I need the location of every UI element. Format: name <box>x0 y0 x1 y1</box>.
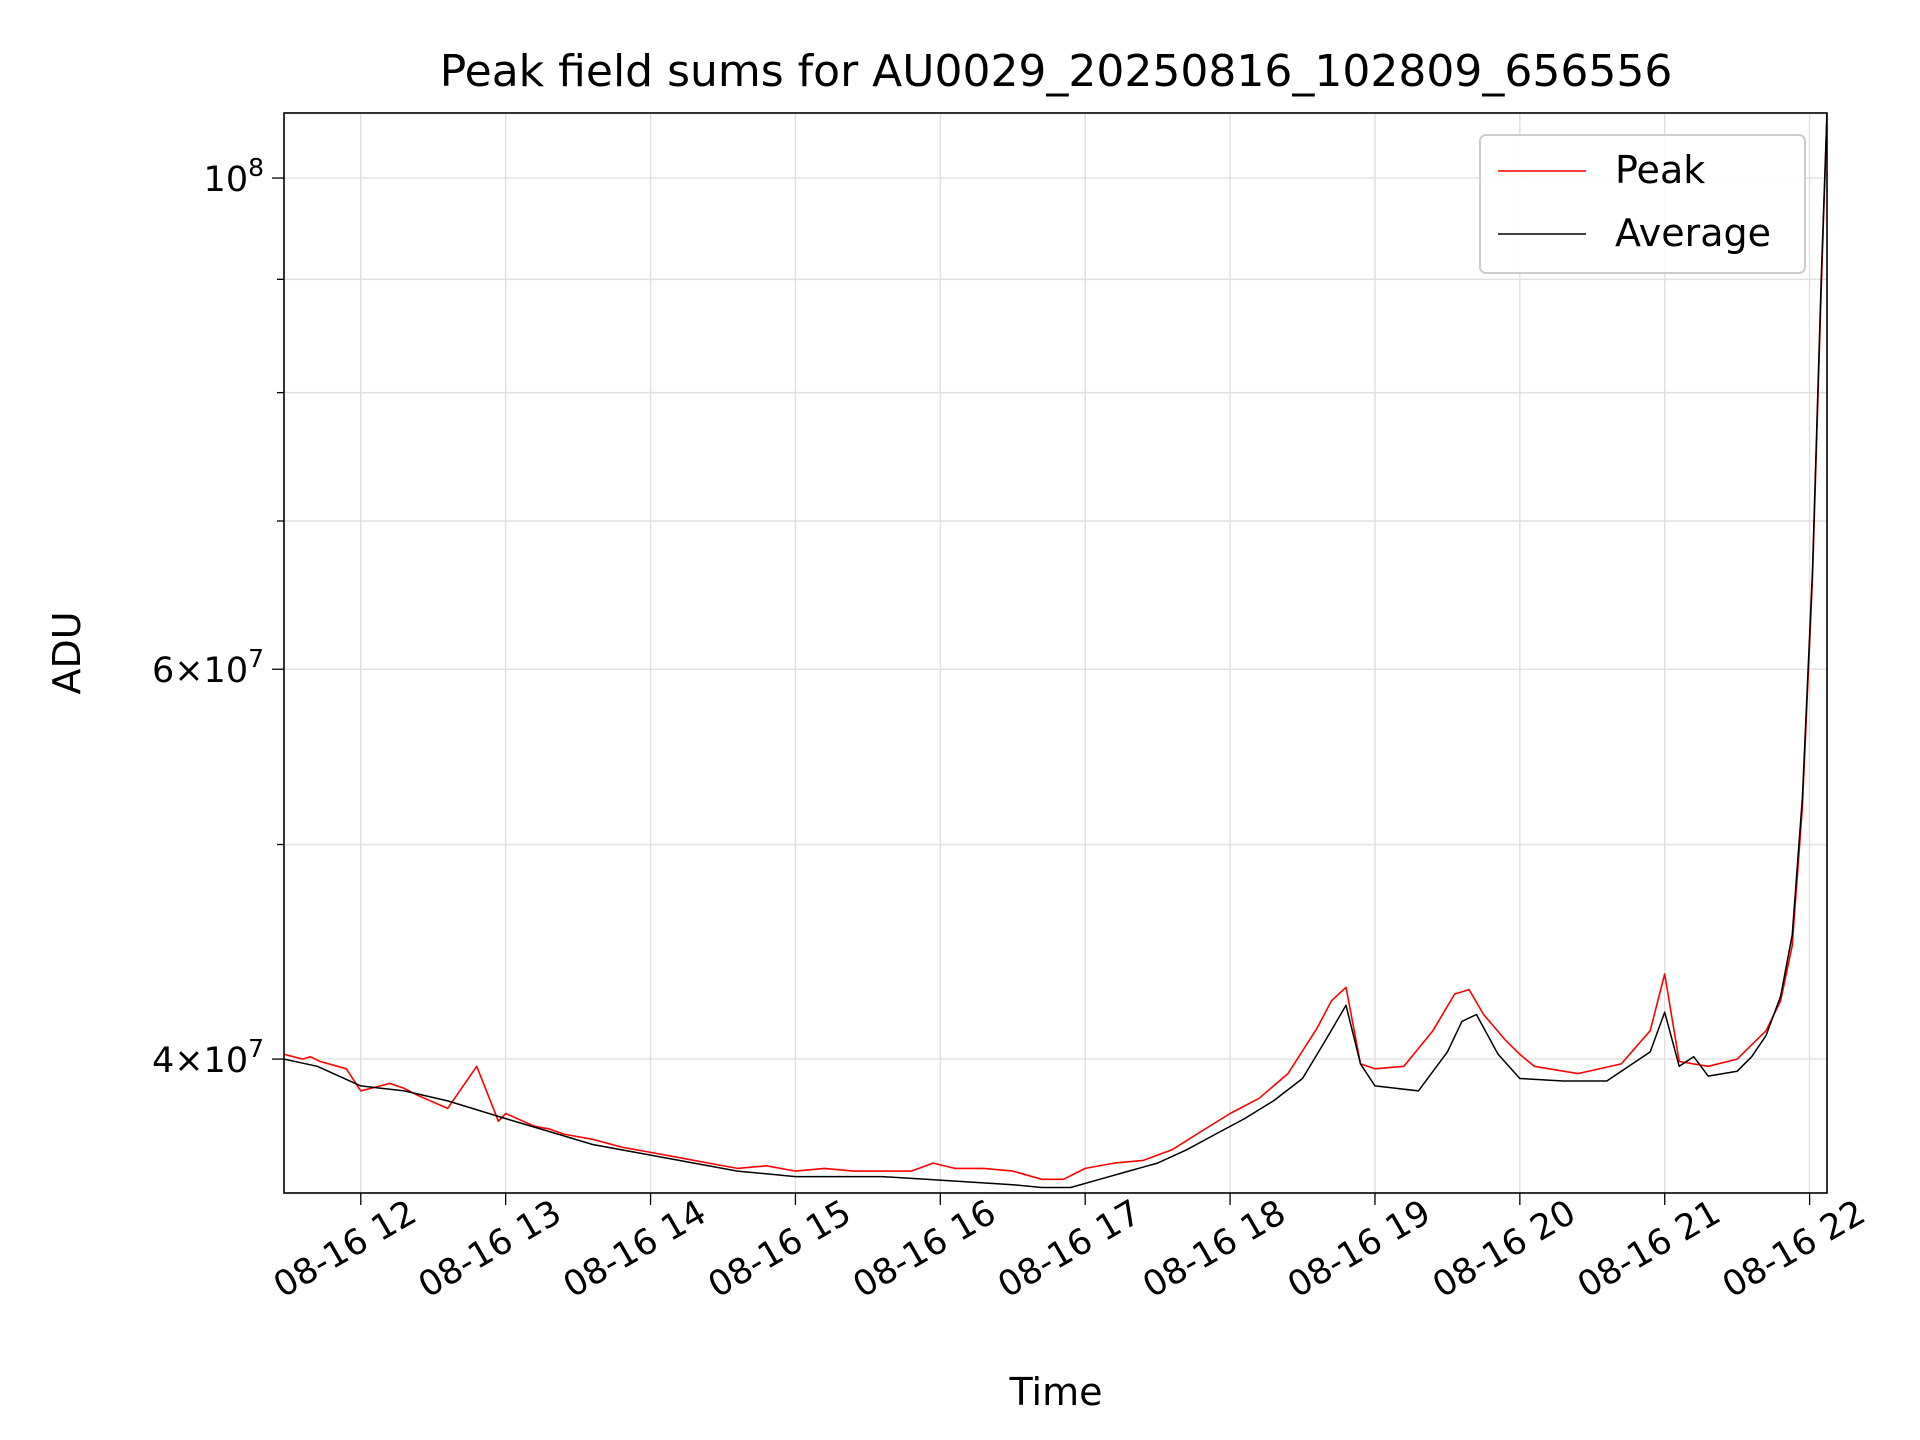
series-area <box>284 113 1827 1189</box>
chart-title: Peak field sums for AU0029_20250816_1028… <box>440 46 1673 97</box>
legend-label-average: Average <box>1615 211 1771 255</box>
y-tick-label-1: 6×107 <box>152 644 264 691</box>
series-line-average <box>284 113 1827 1189</box>
legend-box <box>1479 134 1806 274</box>
x-axis-label: Time <box>1009 1370 1103 1414</box>
y-tick-label-2: 108 <box>204 153 264 200</box>
y-axis-label: ADU <box>45 611 89 694</box>
legend-label-peak: Peak <box>1615 148 1705 192</box>
y-tick-label-0: 4×107 <box>152 1034 264 1081</box>
plot-frame <box>283 112 1828 1194</box>
legend: Peak Average <box>1479 134 1806 274</box>
